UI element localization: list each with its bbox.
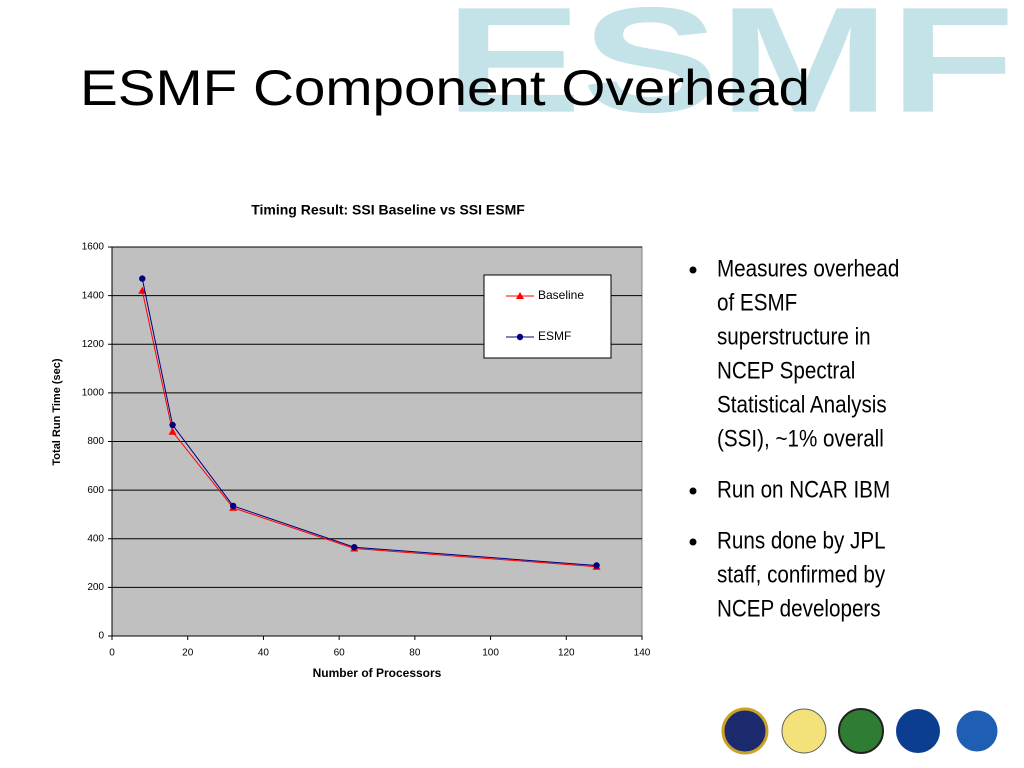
marker [516, 333, 524, 341]
marker [169, 421, 176, 429]
marker [516, 292, 524, 299]
y-tick-label: 400 [87, 533, 104, 544]
x-tick-label: 60 [334, 648, 346, 659]
legend: Baseline ESMF [483, 274, 612, 359]
x-tick-label: 140 [634, 648, 651, 659]
y-tick-label: 200 [87, 582, 104, 593]
x-tick-label: 40 [258, 648, 270, 659]
logo-doe [838, 708, 884, 754]
bullet-text: of ESMF [717, 289, 797, 316]
marker [168, 427, 177, 435]
legend-label: Baseline [538, 288, 584, 302]
y-tick-label: 1200 [82, 339, 105, 350]
marker [351, 544, 358, 551]
y-tick-label: 600 [87, 485, 104, 496]
logo-dod [721, 707, 769, 755]
bullet-text: Measures overhead [717, 255, 899, 282]
logo-nsf [781, 708, 827, 754]
bullet-text: Run on NCAR IBM [717, 476, 890, 503]
legend-box [483, 274, 612, 359]
x-axis-label: Number of Processors [313, 666, 442, 680]
x-tick-label: 80 [409, 648, 421, 659]
marker [138, 286, 147, 294]
marker [229, 502, 237, 510]
y-axis-label: Total Run Time (sec) [51, 358, 63, 466]
marker [593, 562, 600, 569]
y-tick-label: 800 [87, 436, 104, 447]
bullet-text: Runs done by JPL [717, 527, 886, 554]
x-tick-label: 120 [558, 648, 575, 659]
y-tick-label: 0 [98, 631, 104, 642]
logo-noaa [953, 707, 1001, 755]
bullet-text: NCEP Spectral [717, 357, 855, 384]
y-tick-label: 1600 [82, 242, 105, 253]
x-tick-label: 100 [482, 648, 499, 659]
bullet-dot [689, 266, 697, 274]
x-tick-label: 20 [182, 648, 194, 659]
bullet-text: staff, confirmed by [717, 561, 886, 588]
bullet-text: Statistical Analysis [717, 391, 887, 418]
bullet-text: NCEP developers [717, 595, 881, 622]
x-tick-label: 0 [109, 648, 115, 659]
legend-label: ESMF [538, 329, 571, 343]
bullet-dot [689, 487, 697, 495]
y-tick-label: 1400 [82, 290, 105, 301]
y-tick-label: 1000 [82, 388, 105, 399]
bullet-text: superstructure in [717, 323, 871, 350]
marker [139, 275, 146, 282]
slide-title: ESMF Component Overhead [80, 60, 810, 116]
chart-title: Timing Result: SSI Baseline vs SSI ESMF [251, 202, 525, 218]
bullet-dot [689, 538, 697, 546]
bullet-text: (SSI), ~1% overall [717, 425, 884, 452]
logo-nasa [896, 709, 940, 753]
agency-logos [721, 707, 1001, 755]
logo: ESMF [445, 0, 1015, 144]
